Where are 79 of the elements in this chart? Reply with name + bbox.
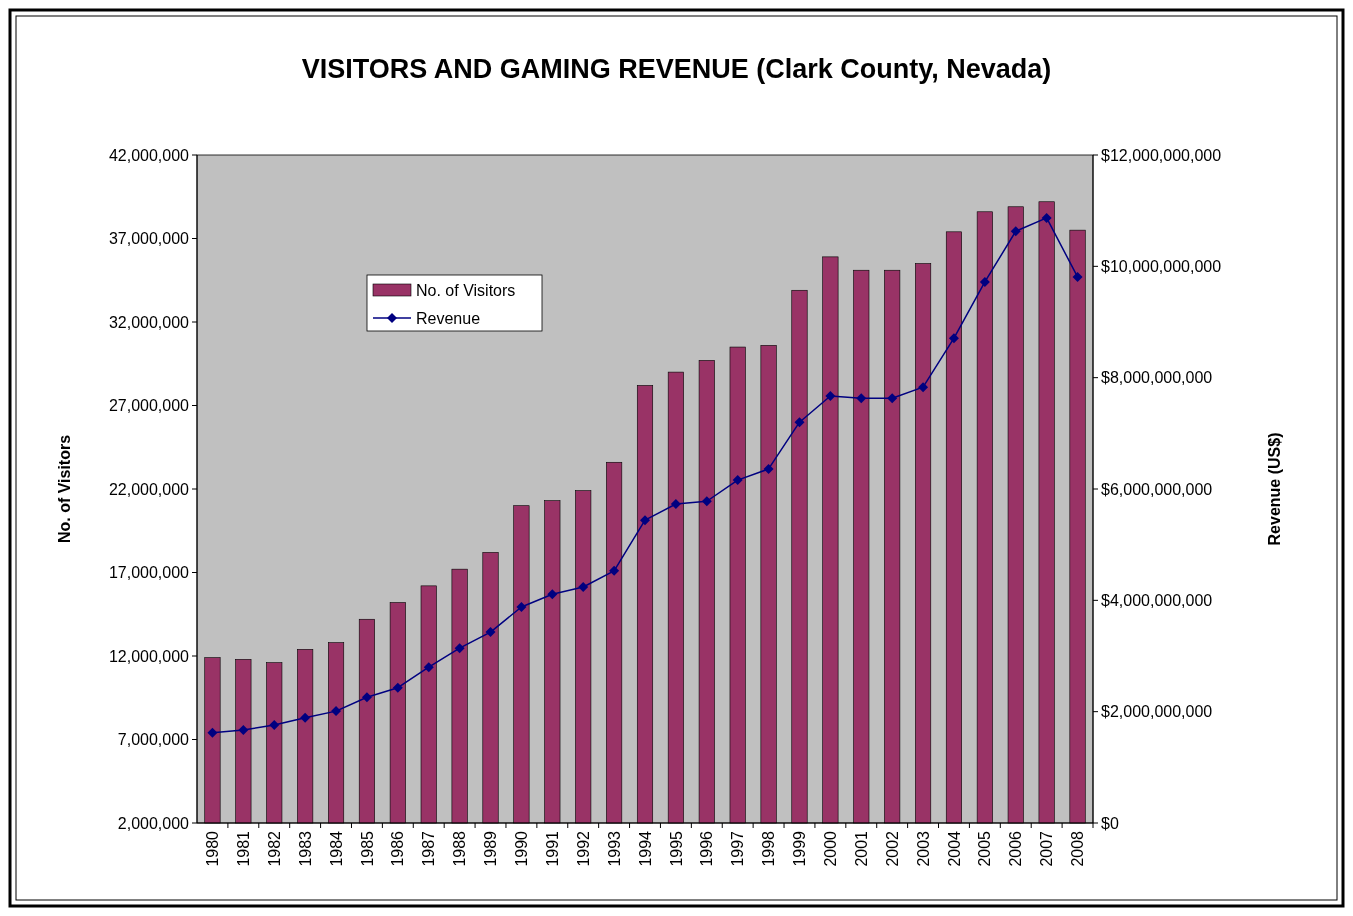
point [547,589,558,600]
x-tick-label: 2001 [852,830,870,867]
x-tick-label: 2004 [945,830,963,867]
point [300,712,311,723]
y2-tick-label: $8,000,000,000 [1101,369,1213,387]
y-tick-label: 2,000,000 [117,814,190,832]
point [331,706,342,717]
point [1010,226,1021,237]
y-tick-label: 22,000,000 [108,480,190,498]
point [516,602,527,613]
x-tick-label: 1995 [667,830,685,867]
x-tick-label: 1980 [204,830,222,867]
y2-tick-label: $12,000,000,000 [1101,146,1222,164]
point [794,417,805,428]
x-tick-label: 1982 [265,830,283,867]
x-tick-label: 1987 [420,830,438,867]
y-tick-label: 27,000,000 [108,397,190,415]
x-tick-label: 2006 [1007,830,1025,867]
y-tick-label: 37,000,000 [108,230,190,248]
x-tick-label: 2005 [976,830,994,867]
x-tick-label: 1991 [543,830,561,867]
x-tick-label: 1984 [327,830,345,867]
y-tick-label: 12,000,000 [108,647,190,665]
x-tick-label: 2003 [914,830,932,867]
point [670,499,681,510]
y2-tick-label: $2,000,000,000 [1101,703,1213,721]
chart-title: VISITORS AND GAMING REVENUE (Clark County, Nevada) [301,54,1052,84]
x-tick-label: 1988 [451,830,469,867]
point [269,720,280,731]
point [1041,212,1052,223]
x-tick-label: 1985 [358,830,376,867]
point [423,662,434,673]
point [887,393,898,404]
point [640,515,650,526]
x-tick-label: 2000 [821,830,839,867]
x-tick-label: 1989 [482,830,500,867]
point [207,727,218,738]
legend-label: Revenue [416,309,481,327]
x-tick-label: 1986 [389,830,407,867]
point [825,391,836,402]
x-tick-label: 1983 [296,830,314,867]
point [392,682,403,693]
point [979,276,990,287]
x-tick-label: 1994 [636,830,654,867]
y2-tick-label: $6,000,000,000 [1101,480,1213,498]
x-tick-label: 2008 [1069,830,1087,867]
point [763,463,774,474]
point [454,643,465,654]
y2-tick-label: $10,000,000,000 [1101,257,1222,275]
point [918,382,929,393]
y-tick-label: 32,000,000 [108,313,190,331]
point [732,475,743,486]
x-tick-label: 1992 [574,830,592,867]
y2-tick-label: $4,000,000,000 [1101,591,1213,609]
y2-tick-label: $0 [1101,814,1119,832]
point [238,725,249,736]
legend-label: No. of Visitors [416,281,516,299]
x-tick-label: 2002 [883,830,901,867]
x-tick-label: 1996 [698,830,716,867]
point [485,627,496,638]
x-tick-label: 1993 [605,830,623,867]
point [856,393,867,404]
x-tick-label: 1990 [513,830,531,867]
x-tick-label: 1981 [234,830,252,867]
y-tick-label: 7,000,000 [117,731,190,749]
y2-axis-title: Revenue (US$) [1266,432,1283,546]
point [361,692,372,703]
y-tick-label: 17,000,000 [108,564,190,582]
point [1072,271,1083,282]
point [701,496,712,507]
x-tick-label: 2007 [1038,830,1056,867]
point [948,333,959,344]
x-tick-label: 1997 [729,830,747,867]
x-tick-label: 1998 [760,830,778,867]
y-tick-label: 42,000,000 [108,146,190,164]
x-tick-label: 1999 [791,830,809,867]
point [578,581,589,592]
point [609,565,620,576]
y-axis-title: No. of Visitors [56,434,73,544]
